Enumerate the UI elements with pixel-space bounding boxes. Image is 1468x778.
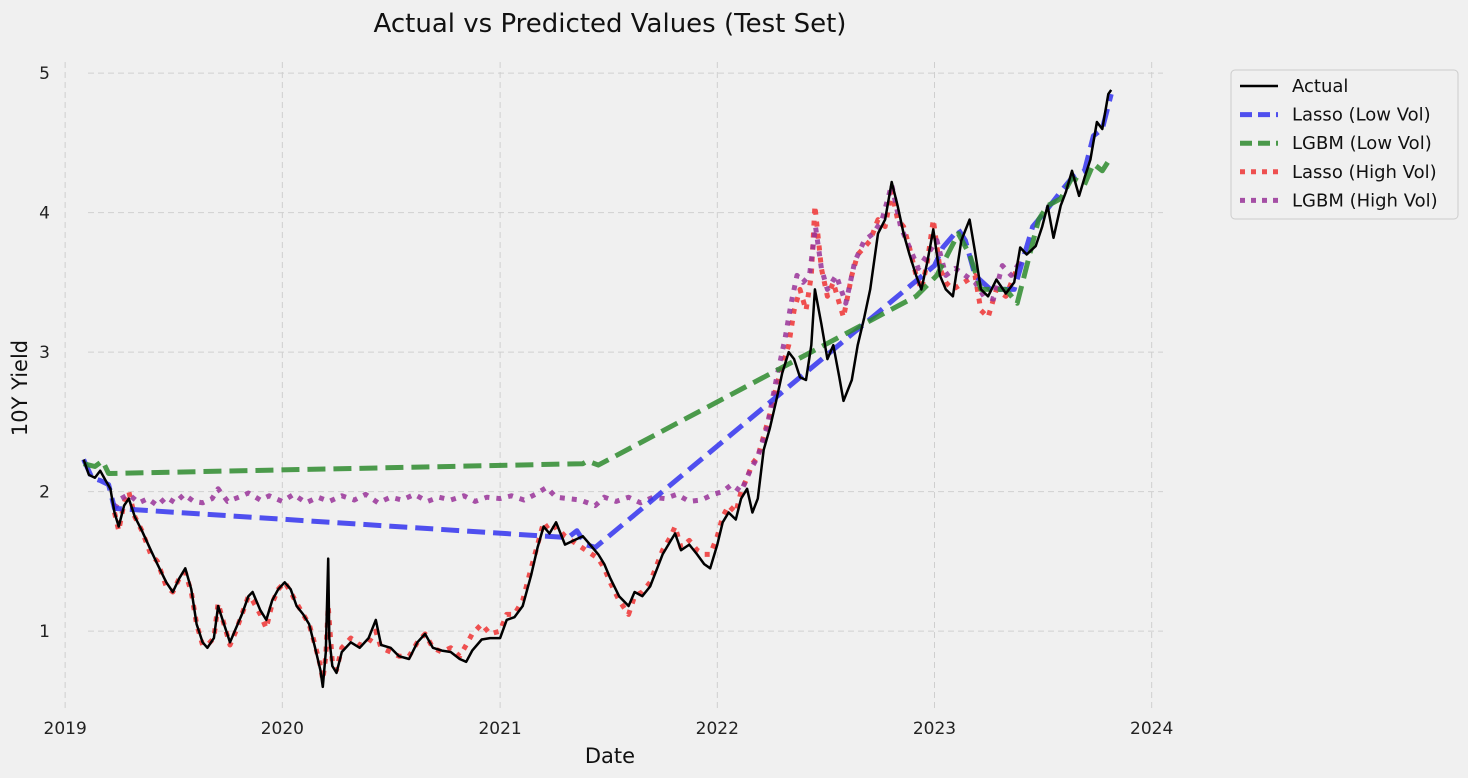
y-axis-label: 10Y Yield [8,340,32,436]
series-line-lgbm-high-vol [112,182,1023,510]
x-tick-label: 2021 [478,719,521,739]
x-tick-label: 2022 [696,719,739,739]
legend-label: Actual [1292,76,1348,97]
series-line-lgbm-low-vol [82,155,1114,476]
legend-label: LGBM (Low Vol) [1292,133,1432,154]
legend-label: Lasso (High Vol) [1292,162,1437,183]
series-line-lasso-low-vol [81,93,1114,550]
x-axis: 2019 2020 2021 2022 2023 2024 [44,719,1174,739]
plot-area [81,89,1114,689]
y-tick-label: 3 [39,343,50,363]
grid [64,62,1163,712]
series-line-actual [82,89,1113,689]
legend-label: LGBM (High Vol) [1292,190,1438,211]
x-axis-label: Date [585,744,635,768]
chart-title: Actual vs Predicted Values (Test Set) [374,9,847,39]
x-tick-label: 2023 [913,719,956,739]
x-tick-label: 2024 [1130,719,1173,739]
y-tick-label: 4 [39,204,50,224]
legend: Actual Lasso (Low Vol) LGBM (Low Vol) Lasso… [1230,69,1459,220]
legend-label: Lasso (Low Vol) [1292,105,1431,126]
y-tick-label: 2 [39,483,50,503]
x-tick-label: 2019 [44,719,87,739]
y-axis: 1 2 3 4 5 [39,64,50,642]
x-tick-label: 2020 [261,719,304,739]
series-line-lasso-high-vol [112,189,1023,683]
y-tick-label: 1 [39,622,50,642]
legend-box [1230,69,1459,220]
y-tick-label: 5 [39,64,50,84]
